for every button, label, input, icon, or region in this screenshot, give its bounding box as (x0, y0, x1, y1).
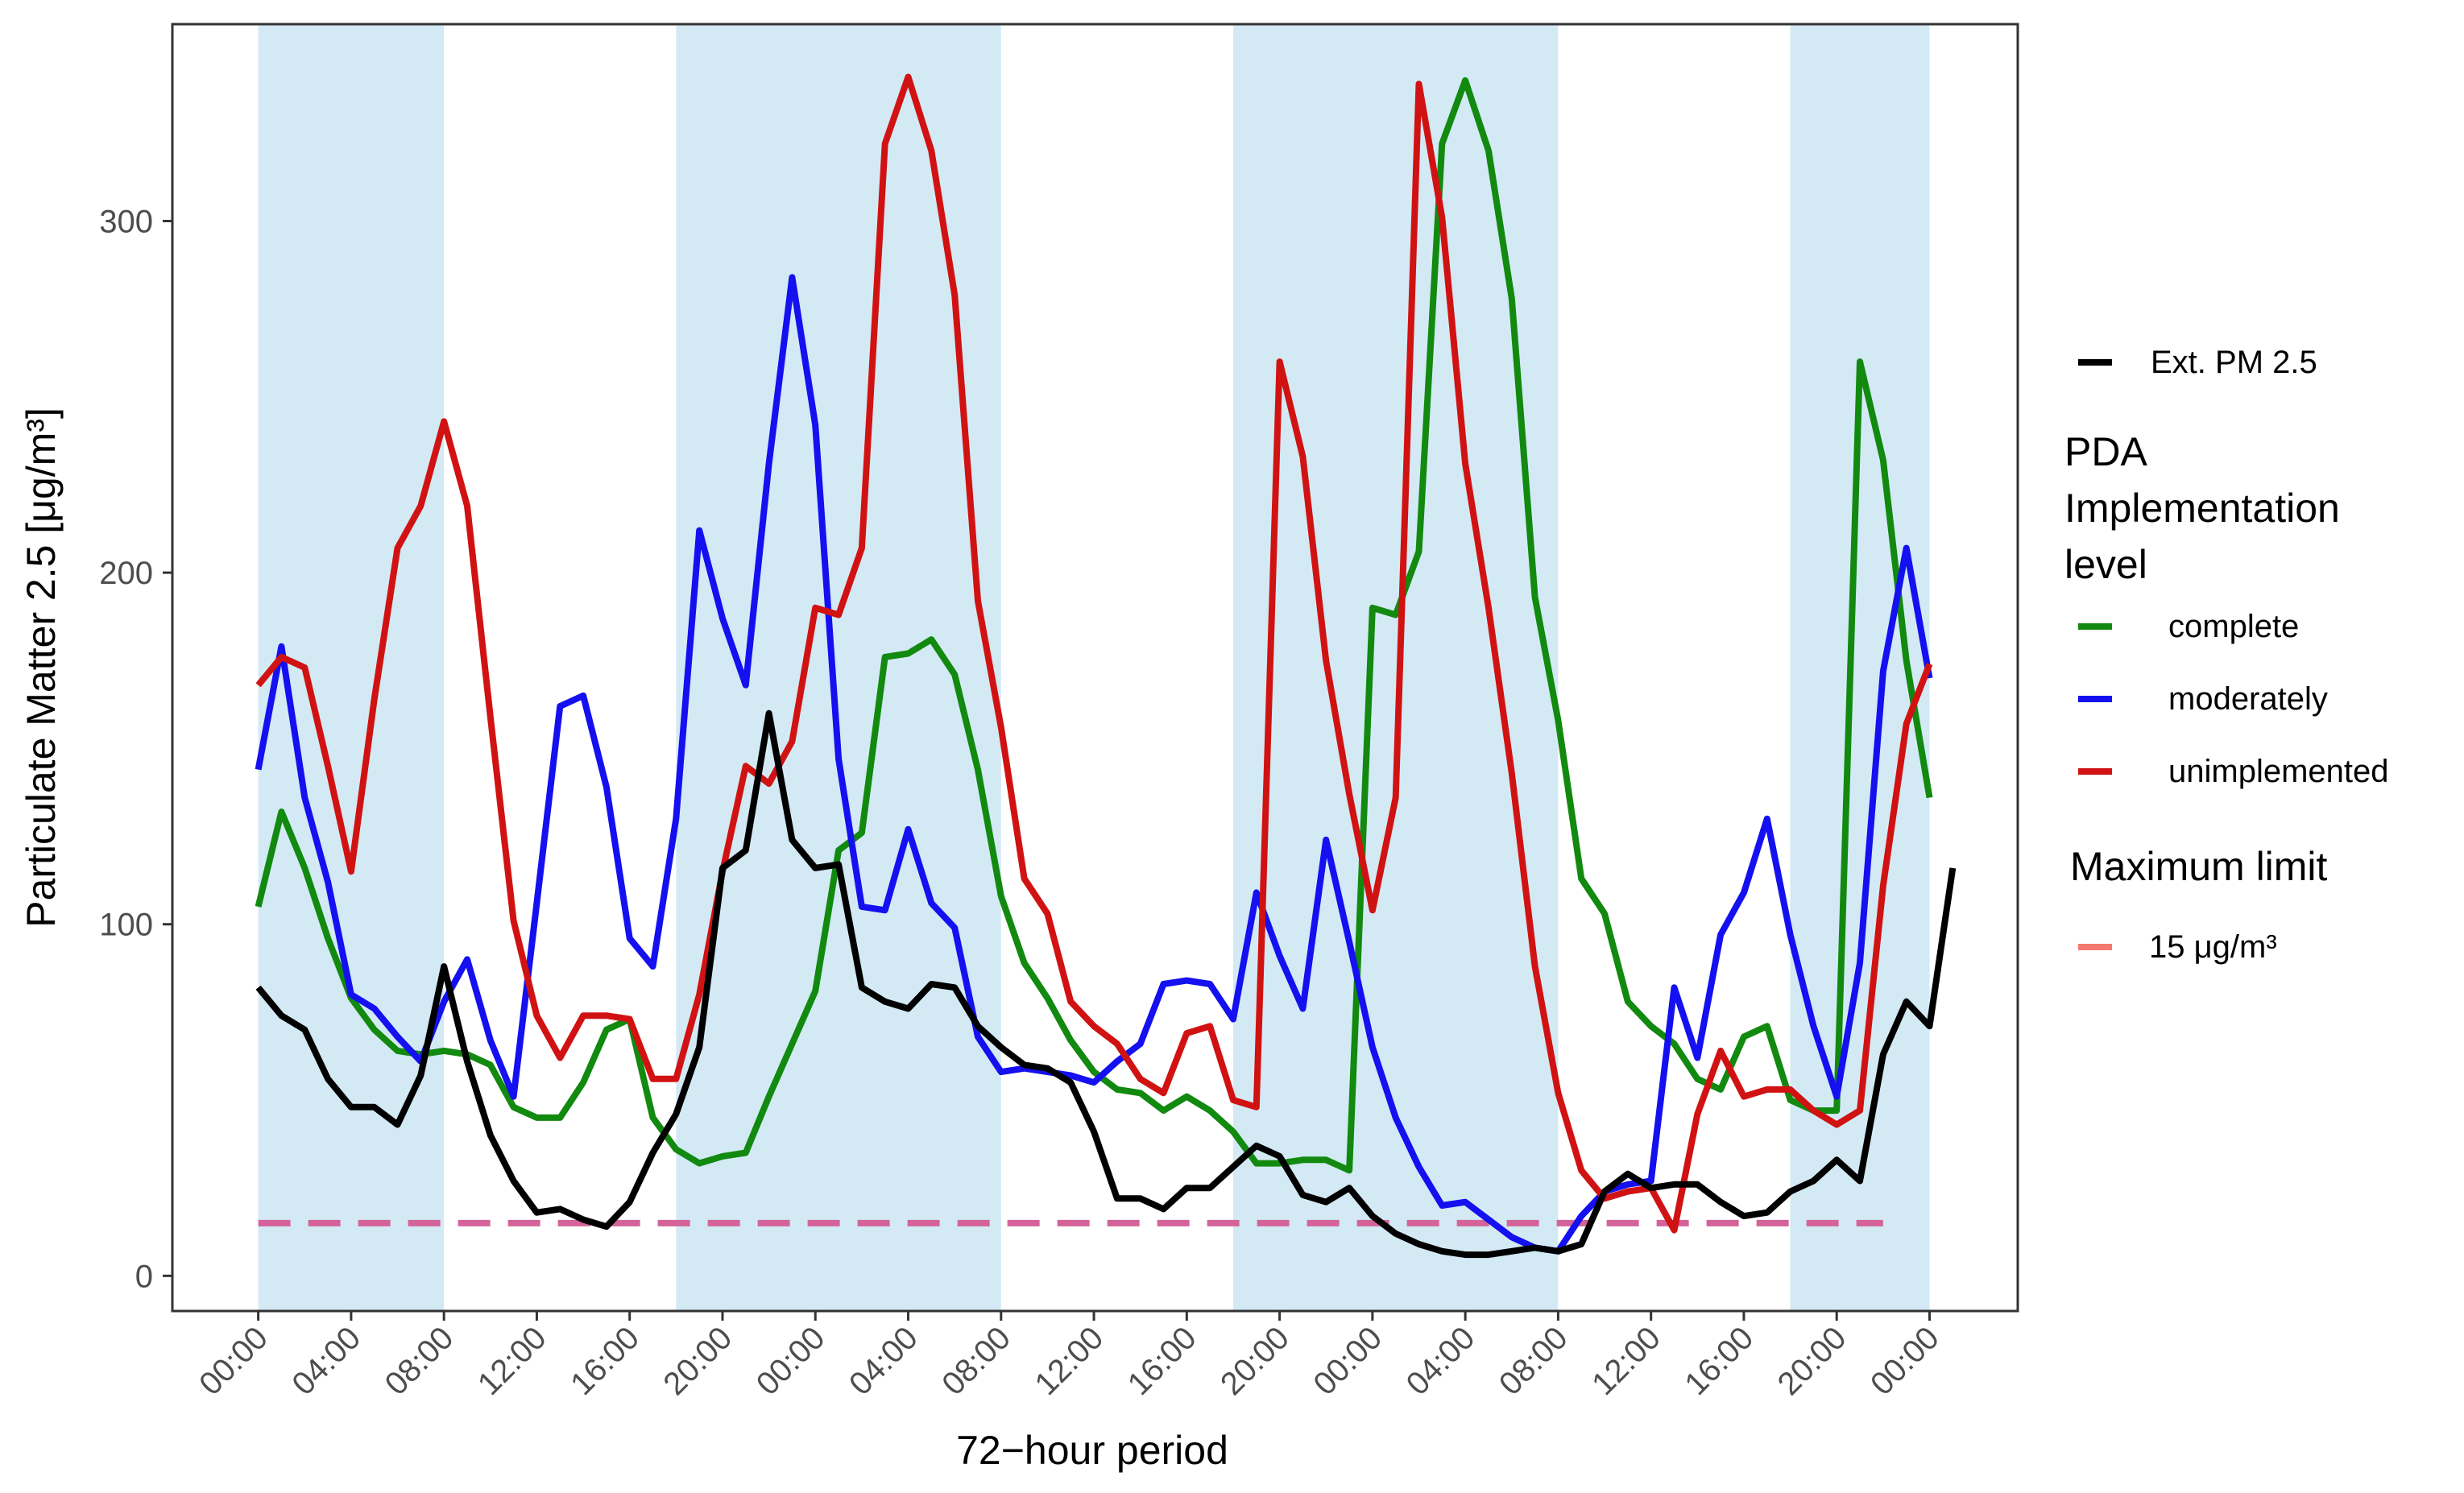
x-tick-label: 16:00 (1678, 1320, 1760, 1402)
series-line-ext-pm-2-5 (255, 709, 1957, 1259)
x-tick-label: 12:00 (471, 1320, 553, 1402)
x-tick-label: 04:00 (1400, 1320, 1482, 1402)
legend-title-pda-line3: level (2064, 542, 2147, 587)
y-tick-label: 200 (99, 556, 153, 591)
legend-label-moderately: moderately (2168, 681, 2328, 717)
x-tick-label: 04:00 (843, 1320, 925, 1402)
legend-title-pda-line2: Implementation (2064, 486, 2340, 531)
legend: Ext. PM 2.5 PDA Implementation level com… (2064, 345, 2389, 965)
x-tick-label: 00:00 (1307, 1320, 1389, 1402)
y-axis-title: Particulate Matter 2.5 [μg/m³] (19, 407, 64, 928)
legend-label-complete: complete (2168, 609, 2299, 644)
x-tick-label: 00:00 (1864, 1320, 1946, 1402)
y-axis: 0 100 200 300 (99, 205, 172, 1294)
x-axis-title: 72−hour period (956, 1428, 1228, 1473)
x-tick-label: 00:00 (193, 1320, 275, 1402)
x-tick-label: 20:00 (1214, 1320, 1296, 1402)
panel-background (172, 24, 2018, 1311)
legend-label-unimplemented: unimplemented (2168, 754, 2389, 789)
x-tick-label: 08:00 (935, 1320, 1017, 1402)
x-tick-label: 04:00 (285, 1320, 367, 1402)
x-tick-label: 00:00 (750, 1320, 832, 1402)
series-line-moderately (255, 274, 1933, 1255)
legend-title-pda-line1: PDA (2064, 429, 2147, 474)
x-tick-label: 20:00 (656, 1320, 739, 1402)
series-lines (255, 73, 1957, 1259)
x-tick-label: 20:00 (1771, 1320, 1853, 1402)
y-tick-label: 300 (99, 205, 153, 240)
x-tick-label: 12:00 (1585, 1320, 1667, 1402)
legend-label-ext: Ext. PM 2.5 (2151, 345, 2317, 380)
legend-title-limit: Maximum limit (2070, 844, 2328, 889)
x-tick-label: 12:00 (1029, 1320, 1111, 1402)
legend-label-limit: 15 μg/m³ (2149, 929, 2277, 965)
y-tick-label: 0 (135, 1259, 153, 1294)
x-tick-label: 08:00 (379, 1320, 461, 1402)
x-axis: 00:00 04:00 08:00 12:00 16:00 20:00 00:00 04:00… (193, 1311, 1946, 1402)
x-tick-label: 08:00 (1493, 1320, 1575, 1402)
series-line-complete (255, 77, 1933, 1174)
x-tick-label: 16:00 (1121, 1320, 1203, 1402)
x-tick-label: 16:00 (564, 1320, 646, 1402)
y-tick-label: 100 (99, 908, 153, 943)
